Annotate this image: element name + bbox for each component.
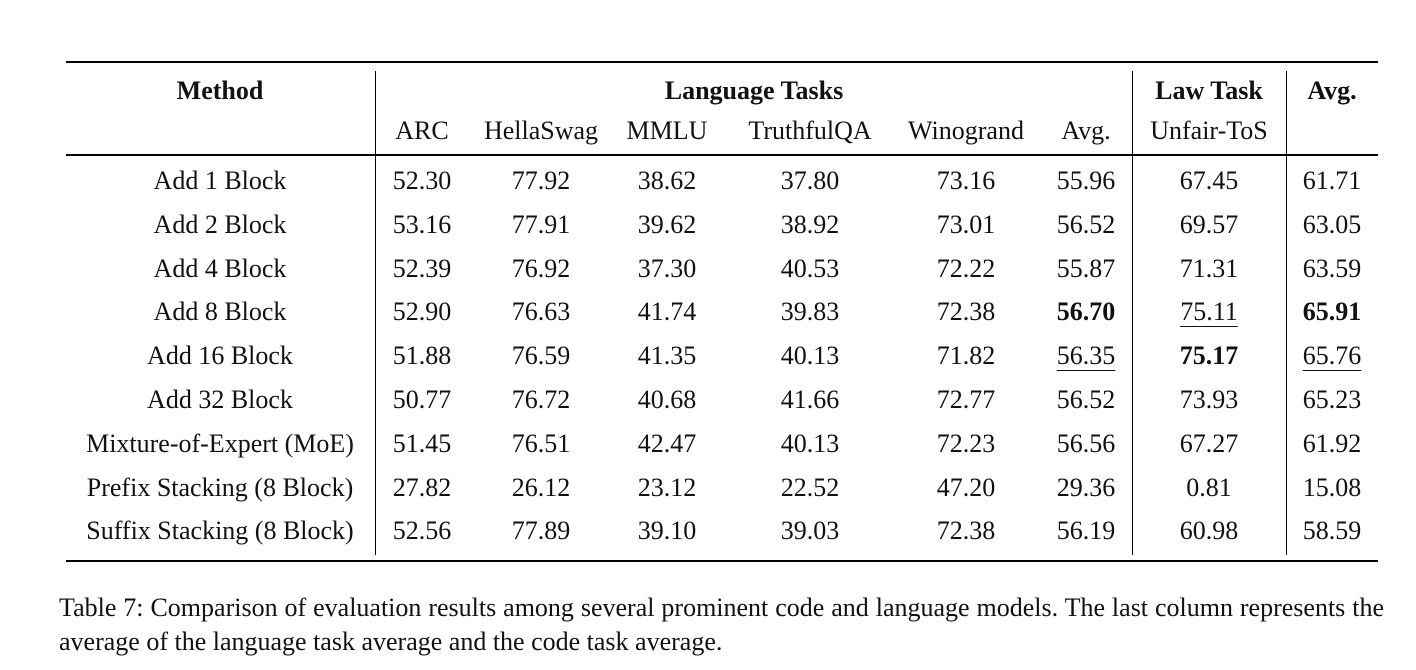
value-cell: 76.51 bbox=[511, 428, 571, 458]
method-cell: Mixture-of-Expert (MoE) bbox=[86, 428, 354, 458]
value-cell: 56.19 bbox=[1056, 516, 1116, 546]
value-cell: 56.35 bbox=[1056, 341, 1116, 371]
value-cell: 63.59 bbox=[1302, 253, 1362, 283]
value-cell: 60.98 bbox=[1179, 516, 1239, 546]
value-cell: 52.56 bbox=[392, 516, 452, 546]
value-cell: 51.45 bbox=[392, 428, 452, 458]
value-cell: 37.30 bbox=[637, 253, 697, 283]
method-header: Method bbox=[176, 76, 264, 105]
language-tasks-header: Language Tasks bbox=[664, 76, 844, 105]
column-header: Winogrand bbox=[908, 116, 1024, 145]
header-rule bbox=[66, 154, 1378, 156]
column-header: HellaSwag bbox=[483, 116, 599, 145]
method-cell: Add 2 Block bbox=[153, 209, 287, 239]
value-cell: 76.92 bbox=[511, 253, 571, 283]
value-cell: 55.87 bbox=[1056, 253, 1116, 283]
value-cell: 42.47 bbox=[637, 428, 697, 458]
value-cell: 77.91 bbox=[511, 209, 571, 239]
value-cell: 56.70 bbox=[1056, 297, 1116, 327]
value-cell: 41.35 bbox=[637, 341, 697, 371]
column-header: Avg. bbox=[1061, 116, 1111, 145]
value-cell: 67.27 bbox=[1179, 428, 1239, 458]
value-cell: 39.62 bbox=[637, 209, 697, 239]
value-cell: 71.31 bbox=[1179, 253, 1239, 283]
value-cell: 71.82 bbox=[936, 341, 996, 371]
value-cell: 50.77 bbox=[392, 385, 452, 414]
value-cell: 40.13 bbox=[780, 428, 840, 458]
value-cell: 56.52 bbox=[1056, 385, 1116, 414]
value-cell: 73.16 bbox=[936, 166, 996, 195]
value-cell: 65.91 bbox=[1302, 297, 1362, 327]
value-cell: 26.12 bbox=[511, 472, 571, 502]
value-cell: 41.66 bbox=[780, 385, 840, 414]
value-cell: 65.76 bbox=[1302, 341, 1362, 371]
column-header: ARC bbox=[395, 116, 449, 145]
value-cell: 72.38 bbox=[936, 516, 996, 546]
method-cell: Add 1 Block bbox=[153, 166, 287, 195]
value-cell: 29.36 bbox=[1056, 472, 1116, 502]
value-cell: 69.57 bbox=[1179, 209, 1239, 239]
value-cell: 22.52 bbox=[780, 472, 840, 502]
value-cell: 38.62 bbox=[637, 166, 697, 195]
value-cell: 65.23 bbox=[1302, 385, 1362, 414]
value-cell: 0.81 bbox=[1186, 472, 1232, 502]
value-cell: 58.59 bbox=[1302, 516, 1362, 546]
value-cell: 55.96 bbox=[1056, 166, 1116, 195]
bottom-rule bbox=[66, 560, 1378, 562]
value-cell: 15.08 bbox=[1302, 472, 1362, 502]
value-cell: 23.12 bbox=[637, 472, 697, 502]
value-cell: 40.13 bbox=[780, 341, 840, 371]
value-cell: 73.93 bbox=[1179, 385, 1239, 414]
avg-divider bbox=[1286, 71, 1288, 555]
column-header: MMLU bbox=[626, 116, 708, 145]
top-rule bbox=[66, 61, 1378, 63]
method-cell: Suffix Stacking (8 Block) bbox=[86, 516, 354, 546]
value-cell: 56.52 bbox=[1056, 209, 1116, 239]
value-cell: 72.38 bbox=[936, 297, 996, 327]
value-cell: 77.92 bbox=[511, 166, 571, 195]
value-cell: 61.71 bbox=[1302, 166, 1362, 195]
value-cell: 61.92 bbox=[1302, 428, 1362, 458]
value-cell: 52.30 bbox=[392, 166, 452, 195]
value-cell: 67.45 bbox=[1179, 166, 1239, 195]
law-divider bbox=[1132, 71, 1134, 555]
avg-header: Avg. bbox=[1307, 76, 1357, 105]
method-cell: Prefix Stacking (8 Block) bbox=[86, 472, 354, 502]
method-cell: Add 8 Block bbox=[153, 297, 287, 327]
value-cell: 63.05 bbox=[1302, 209, 1362, 239]
value-cell: 72.77 bbox=[936, 385, 996, 414]
value-cell: 75.11 bbox=[1180, 297, 1238, 327]
method-cell: Add 32 Block bbox=[147, 385, 293, 414]
law-task-header: Law Task bbox=[1155, 76, 1263, 105]
value-cell: 37.80 bbox=[780, 166, 840, 195]
column-header: Unfair-ToS bbox=[1150, 116, 1268, 145]
value-cell: 77.89 bbox=[511, 516, 571, 546]
value-cell: 76.59 bbox=[511, 341, 571, 371]
value-cell: 56.56 bbox=[1056, 428, 1116, 458]
value-cell: 41.74 bbox=[637, 297, 697, 327]
value-cell: 39.10 bbox=[637, 516, 697, 546]
value-cell: 76.63 bbox=[511, 297, 571, 327]
value-cell: 40.53 bbox=[780, 253, 840, 283]
value-cell: 75.17 bbox=[1179, 341, 1239, 371]
value-cell: 47.20 bbox=[936, 472, 996, 502]
value-cell: 52.39 bbox=[392, 253, 452, 283]
column-header: TruthfulQA bbox=[748, 116, 872, 145]
value-cell: 38.92 bbox=[780, 209, 840, 239]
value-cell: 53.16 bbox=[392, 209, 452, 239]
value-cell: 52.90 bbox=[392, 297, 452, 327]
value-cell: 72.22 bbox=[936, 253, 996, 283]
method-cell: Add 4 Block bbox=[153, 253, 287, 283]
value-cell: 39.83 bbox=[780, 297, 840, 327]
method-cell: Add 16 Block bbox=[147, 341, 293, 371]
value-cell: 27.82 bbox=[392, 472, 452, 502]
method-divider bbox=[375, 71, 377, 555]
value-cell: 72.23 bbox=[936, 428, 996, 458]
value-cell: 73.01 bbox=[936, 209, 996, 239]
value-cell: 39.03 bbox=[780, 516, 840, 546]
value-cell: 51.88 bbox=[392, 341, 452, 371]
table-caption: Table 7: Comparison of evaluation result… bbox=[59, 593, 1384, 656]
value-cell: 40.68 bbox=[637, 385, 697, 414]
value-cell: 76.72 bbox=[511, 385, 571, 414]
